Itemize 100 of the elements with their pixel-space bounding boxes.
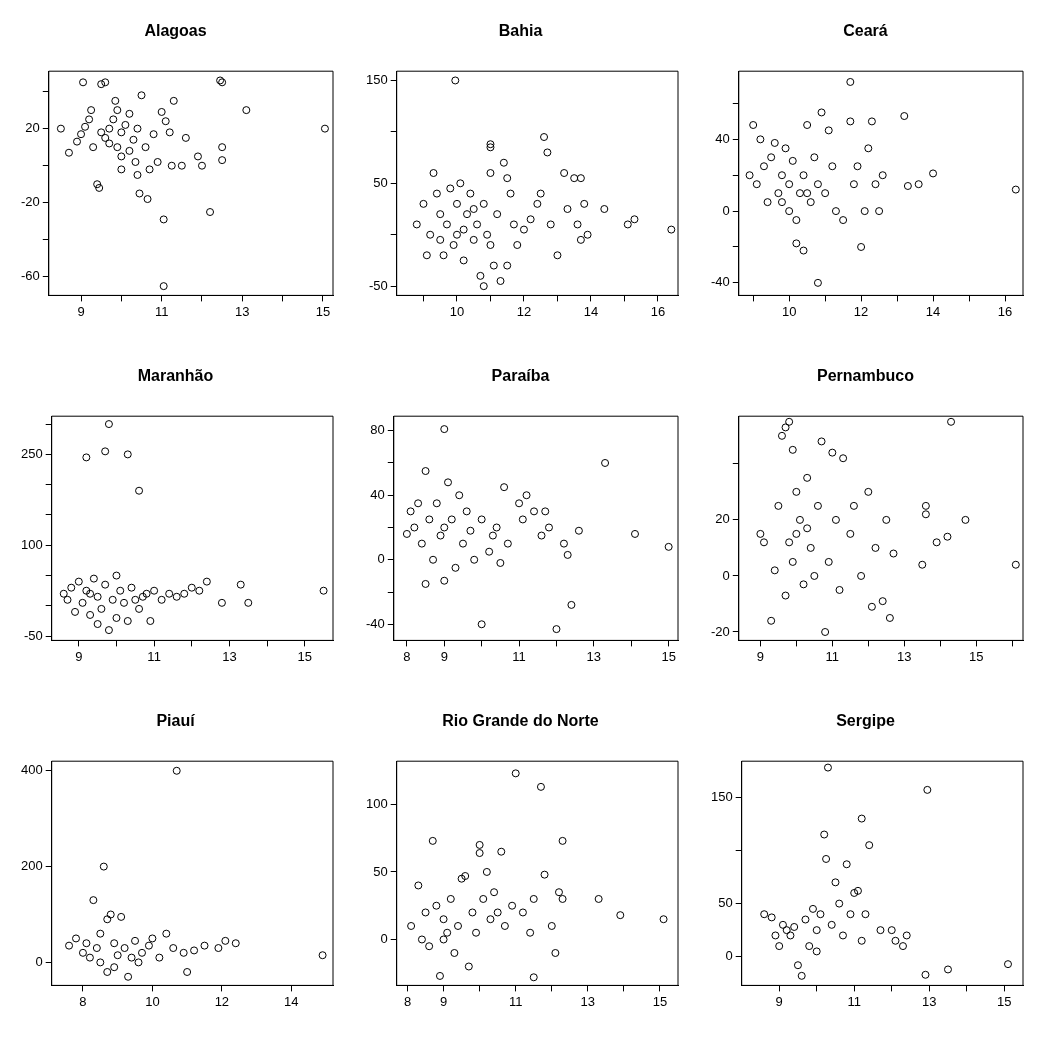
point bbox=[167, 161, 176, 170]
point bbox=[745, 171, 754, 180]
point bbox=[141, 143, 150, 152]
point bbox=[558, 894, 567, 903]
point bbox=[439, 251, 448, 260]
point bbox=[785, 538, 794, 547]
point bbox=[73, 137, 82, 146]
point bbox=[112, 613, 121, 622]
point bbox=[464, 962, 473, 971]
point bbox=[554, 888, 563, 897]
point bbox=[96, 958, 105, 967]
point bbox=[133, 124, 142, 133]
point bbox=[806, 198, 815, 207]
point bbox=[857, 936, 866, 945]
point bbox=[560, 169, 569, 178]
point bbox=[546, 220, 555, 229]
point bbox=[903, 181, 912, 190]
point bbox=[450, 948, 459, 957]
y-tick-label: 0 bbox=[380, 931, 388, 947]
point bbox=[440, 425, 449, 434]
point bbox=[749, 121, 758, 130]
x-tick-label: 11 bbox=[154, 303, 169, 319]
point bbox=[426, 230, 435, 239]
point bbox=[785, 180, 794, 189]
point bbox=[142, 589, 151, 598]
point bbox=[124, 972, 133, 981]
x-tick-label: 11 bbox=[847, 993, 861, 1009]
point bbox=[87, 106, 96, 115]
y-tick-label: 100 bbox=[365, 796, 388, 811]
point bbox=[172, 766, 181, 775]
point bbox=[113, 106, 122, 115]
point bbox=[101, 78, 110, 87]
point bbox=[444, 478, 453, 487]
x-tick-label: 8 bbox=[403, 648, 411, 664]
point bbox=[774, 189, 783, 198]
point bbox=[144, 941, 153, 950]
point bbox=[902, 931, 911, 940]
point bbox=[943, 965, 952, 974]
point bbox=[891, 936, 900, 945]
point bbox=[777, 171, 786, 180]
x-tick-label: 13 bbox=[897, 648, 912, 664]
point bbox=[799, 171, 808, 180]
point bbox=[801, 915, 810, 924]
point bbox=[923, 785, 932, 794]
point bbox=[177, 161, 186, 170]
x-tick-label: 14 bbox=[284, 993, 299, 1009]
chart-title: Maranhão bbox=[137, 367, 214, 385]
point bbox=[503, 174, 512, 183]
point bbox=[760, 910, 769, 919]
point bbox=[623, 220, 632, 229]
point bbox=[183, 967, 192, 976]
point bbox=[165, 128, 174, 137]
point bbox=[469, 235, 478, 244]
point bbox=[519, 225, 528, 234]
point bbox=[483, 230, 492, 239]
point bbox=[885, 613, 894, 622]
point bbox=[558, 836, 567, 845]
point bbox=[857, 242, 866, 251]
point bbox=[108, 595, 117, 604]
point bbox=[961, 515, 970, 524]
point bbox=[470, 555, 479, 564]
point bbox=[767, 616, 776, 625]
point bbox=[485, 547, 494, 556]
point bbox=[813, 501, 822, 510]
point bbox=[318, 951, 327, 960]
point bbox=[583, 230, 592, 239]
point bbox=[846, 529, 855, 538]
point bbox=[82, 453, 91, 462]
point bbox=[805, 942, 814, 951]
point bbox=[489, 261, 498, 270]
point bbox=[816, 910, 825, 919]
point bbox=[777, 198, 786, 207]
point bbox=[828, 162, 837, 171]
point bbox=[161, 117, 170, 126]
point bbox=[457, 874, 466, 883]
x-tick-label: 15 bbox=[997, 993, 1012, 1009]
point bbox=[788, 557, 797, 566]
point bbox=[217, 598, 226, 607]
y-tick-label: 250 bbox=[20, 445, 43, 461]
x-tick-label: 9 bbox=[440, 648, 448, 664]
y-tick-label: 50 bbox=[718, 895, 733, 911]
point bbox=[117, 912, 126, 921]
point bbox=[111, 96, 120, 105]
point bbox=[463, 210, 472, 219]
point bbox=[407, 921, 416, 930]
point bbox=[871, 180, 880, 189]
point bbox=[81, 122, 90, 131]
point bbox=[518, 515, 527, 524]
point bbox=[475, 840, 484, 849]
x-tick-label: 10 bbox=[449, 303, 465, 319]
point bbox=[85, 953, 94, 962]
x-tick-label: 10 bbox=[145, 993, 160, 1009]
point bbox=[64, 148, 73, 157]
point bbox=[821, 627, 830, 636]
point bbox=[145, 165, 154, 174]
point bbox=[529, 973, 538, 982]
point bbox=[477, 515, 486, 524]
y-tick-label: 150 bbox=[365, 72, 388, 88]
point bbox=[486, 169, 495, 178]
point bbox=[853, 162, 862, 171]
